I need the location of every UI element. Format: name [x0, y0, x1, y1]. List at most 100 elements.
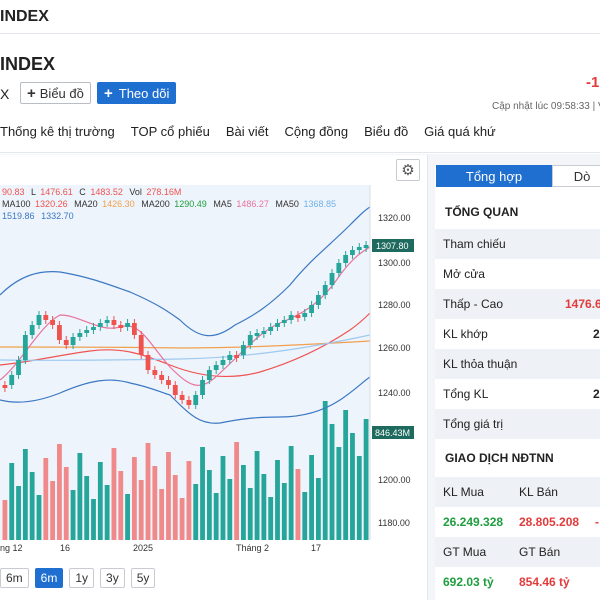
legend-low: 1476.61: [40, 187, 73, 197]
volume-bar: [363, 419, 369, 540]
candlesticks: [2, 241, 369, 409]
candle: [16, 360, 21, 375]
candle: [329, 273, 335, 285]
volume-bar: [254, 451, 260, 540]
candle: [57, 325, 62, 340]
overview-row: Mở cửa: [435, 259, 600, 289]
bollinger-bands: [0, 206, 371, 424]
x-label: 17: [311, 543, 321, 553]
volume-bar: [268, 497, 274, 540]
buy-volume: 26.249.328: [443, 515, 504, 529]
index-title: INDEX: [0, 8, 49, 25]
overview-row: Tổng giá trị: [435, 409, 600, 439]
candle: [125, 323, 130, 327]
candle: [275, 323, 280, 327]
candle: [2, 385, 8, 388]
volume-bar: [145, 443, 151, 540]
volume-bar: [186, 461, 192, 540]
page-tabs: Thống kê thị trường TOP cổ phiếu Bài viế…: [0, 124, 512, 146]
overview-row: KL thỏa thuận: [435, 349, 600, 379]
legend-ma100: 1320.26: [35, 199, 68, 209]
legend-ma20-label: MA20: [74, 199, 98, 209]
volume-bar: [57, 444, 62, 540]
candle: [36, 315, 42, 325]
tab-chart[interactable]: Biểu đồ: [364, 124, 409, 139]
volume-bar: [104, 485, 110, 540]
volume-bars: [2, 401, 369, 540]
foreign-value-row: 692.03 tỷ 854.46 tỷ: [435, 567, 600, 597]
follow-button[interactable]: + Theo dõi: [97, 82, 177, 104]
volume-bar: [193, 484, 199, 540]
candle: [145, 355, 151, 370]
y-axis: 1320.00 1300.00 1280.00 1260.00 1240.00 …: [378, 213, 411, 528]
volume-bar: [247, 488, 253, 540]
range-button[interactable]: 6m: [0, 568, 29, 588]
candle: [9, 375, 15, 385]
candle: [91, 327, 96, 330]
range-button[interactable]: 5y: [130, 568, 156, 588]
legend-band-lower: 1332.70: [41, 211, 74, 221]
tab-top-stocks[interactable]: TOP cổ phiếu: [130, 124, 210, 139]
volume-bar: [179, 498, 185, 540]
candle: [159, 375, 165, 380]
volume-bar: [159, 489, 165, 540]
low-high-value: 1476.6: [565, 297, 600, 311]
volume-bar: [131, 457, 137, 540]
volume-bar: [350, 433, 355, 540]
range-button-active[interactable]: 6m: [34, 568, 64, 588]
sell-value: 854.46 tỷ: [519, 575, 570, 589]
legend-open: 90.83: [2, 187, 25, 197]
buy-value: 692.03 tỷ: [443, 575, 494, 589]
gear-icon[interactable]: ⚙: [396, 159, 420, 181]
tab-articles[interactable]: Bài viết: [225, 124, 269, 139]
legend-ma5-label: MA5: [213, 199, 232, 209]
candle: [186, 400, 192, 405]
volume-bar: [220, 456, 226, 540]
overview-row: KL khớp 2: [435, 319, 600, 349]
range-button[interactable]: 3y: [100, 568, 125, 588]
legend-close-label: C: [79, 187, 86, 197]
volume-bar: [295, 469, 301, 540]
candle: [295, 315, 301, 318]
legend-ma: MA100 1320.26 MA20 1426.30 MA200 1290.49…: [2, 199, 336, 209]
volume-bar: [22, 449, 28, 540]
candle: [234, 355, 240, 358]
range-button[interactable]: 1y: [69, 568, 95, 588]
foreign-title: GIAO DỊCH NĐTNN: [445, 451, 554, 465]
ma5-line: [0, 246, 371, 386]
price-chart[interactable]: 90.83 L 1476.61 C 1483.52 Vol 278.16M MA…: [0, 155, 428, 565]
legend-ma20: 1426.30: [102, 199, 135, 209]
candle: [241, 345, 246, 355]
candle: [350, 250, 355, 255]
overview-row: Thấp - Cao 1476.6: [435, 289, 600, 319]
tab-history[interactable]: Giá quá khứ: [424, 124, 496, 139]
volume-bar: [29, 472, 35, 540]
row-label: KL thỏa thuận: [443, 357, 518, 371]
tab-market-stats[interactable]: Thống kê thị trường: [0, 124, 115, 139]
tab-community[interactable]: Cộng đồng: [284, 124, 349, 139]
chart-button[interactable]: + Biểu đồ: [20, 82, 91, 104]
candle: [315, 295, 321, 305]
volume-bar: [288, 446, 294, 540]
candle: [43, 315, 49, 320]
overview-row: Tham chiếu: [435, 229, 600, 259]
candle: [70, 337, 76, 345]
volume-bar: [315, 478, 321, 540]
row-label: Mở cửa: [443, 267, 485, 281]
ma50-line: [0, 334, 371, 362]
candle: [261, 331, 267, 334]
volume-bar: [241, 465, 246, 540]
tab-summary[interactable]: Tổng hợp: [436, 165, 552, 187]
legend-ma50: 1368.85: [303, 199, 336, 209]
volume-bar: [84, 476, 90, 540]
volume-bar: [36, 495, 42, 540]
volume-bar: [275, 460, 280, 540]
overview-row: Tổng KL 2: [435, 379, 600, 409]
candle: [309, 305, 314, 313]
tab-other[interactable]: Dò: [552, 165, 600, 187]
matched-volume: 2: [593, 327, 600, 341]
candle: [322, 285, 328, 295]
volume-bar: [356, 456, 362, 540]
volume-bar: [43, 458, 49, 540]
y-tick: 1320.00: [378, 213, 411, 223]
